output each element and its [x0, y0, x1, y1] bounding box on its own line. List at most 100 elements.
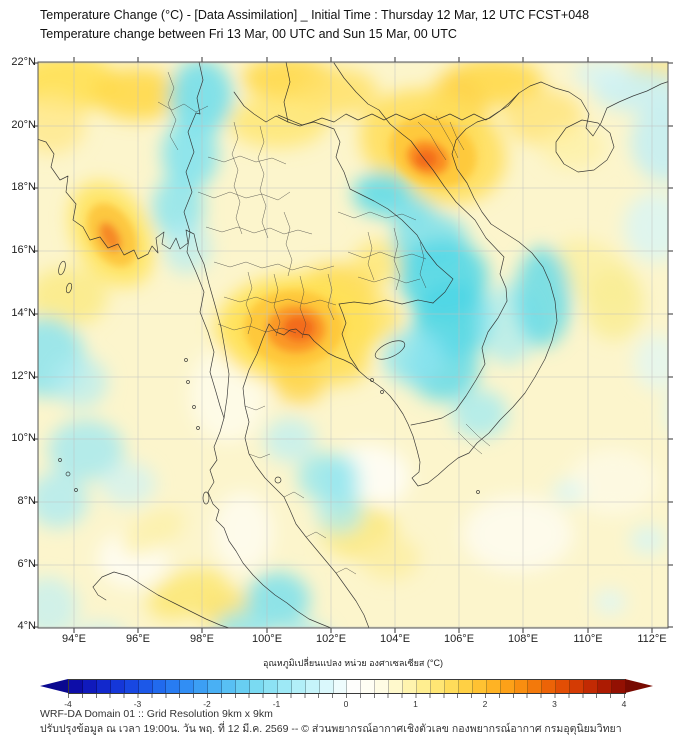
lon-tick-label: 94°E: [62, 633, 86, 645]
lat-tick-label: 20°N: [11, 119, 36, 131]
colorbar-segment: [389, 680, 404, 693]
myanmar-coastline: [38, 138, 230, 419]
lat-tick-label: 6°N: [17, 558, 36, 570]
page-subtitle: Temperature change between Fri 13 Mar, 0…: [40, 27, 457, 41]
temperature-anomaly-blob: [163, 222, 211, 274]
colorbar-segment: [305, 680, 320, 693]
laos-vietnam-border: [333, 62, 508, 302]
colorbar-tick-label: -4: [64, 699, 72, 709]
colorbar-segment: [584, 680, 599, 693]
colorbar-segment: [194, 680, 209, 693]
china-border-north2: [195, 62, 204, 115]
temperature-anomaly-blob: [228, 96, 328, 148]
laos-cambodia-border: [338, 299, 434, 305]
gulf-and-vietnam-coastline: [268, 81, 558, 487]
colorbar-segment: [277, 680, 292, 693]
temperature-anomaly-blob: [287, 622, 325, 628]
lon-tick-label: 106°E: [443, 633, 475, 645]
footer-domain-info: WRF-DA Domain 01 :: Grid Resolution 9km …: [40, 708, 273, 720]
northern-borders: [233, 91, 520, 127]
colorbar-segment: [82, 680, 97, 693]
temperature-anomaly-blob: [630, 526, 666, 554]
colorbar-tick-label: 0: [343, 699, 349, 709]
lon-tick-label: 96°E: [126, 633, 150, 645]
temperature-anomaly-blob: [515, 247, 571, 347]
province-borders: [157, 71, 491, 575]
lat-tick-label: 16°N: [11, 244, 36, 256]
colorbar-segment: [611, 680, 625, 693]
colorbar-segment: [500, 680, 515, 693]
colorbar-segment: [208, 680, 223, 693]
colorbar-right-arrow: [625, 679, 653, 693]
small-islands: [58, 260, 480, 505]
lon-tick-label: 108°E: [507, 633, 539, 645]
colorbar-tick-label: -3: [133, 699, 142, 709]
chart-header: Temperature Change (°C) - [Data Assimila…: [40, 6, 589, 44]
temperature-anomaly-blob: [594, 590, 626, 614]
lat-tick-label: 22°N: [11, 56, 36, 68]
colorbar-title: อุณหภูมิเปลี่ยนแปลง หน่วย องศาเซลเซียส (…: [263, 658, 443, 668]
colorbar-segment: [347, 680, 362, 693]
tonle-sap-lake: [374, 340, 406, 360]
temperature-anomaly-blob: [121, 508, 185, 556]
temperature-anomaly-blob: [624, 192, 668, 262]
colorbar-segment: [222, 680, 237, 693]
page-title: Temperature Change (°C) - [Data Assimila…: [40, 8, 590, 22]
temperature-anomaly-blob: [38, 577, 78, 628]
temperature-field-soft: [38, 62, 668, 628]
temperature-anomaly-blob: [169, 62, 233, 135]
sumatra-coastline: [92, 571, 230, 628]
temperature-anomaly-blob: [100, 462, 156, 506]
colorbar-segment: [403, 680, 418, 693]
colorbar-segment: [138, 680, 153, 693]
colorbar-segment: [514, 680, 529, 693]
footer-update-info: ปรับปรุงข้อมูล ณ เวลา 19:00น. วัน พฤ. ที…: [40, 723, 622, 735]
temperature-anomaly-blob: [584, 268, 644, 340]
peninsula-east-coastline: [242, 323, 370, 628]
colorbar-tick-label: 4: [621, 699, 627, 709]
colorbar-segment: [528, 680, 543, 693]
lon-tick-label: 98°E: [190, 633, 214, 645]
temperature-anomaly-blob: [415, 150, 437, 168]
sumatra-tip: [92, 586, 107, 601]
temperature-anomaly-blob: [283, 315, 315, 341]
footer: WRF-DA Domain 01 :: Grid Resolution 9km …: [40, 707, 622, 737]
temperature-anomaly-blob: [78, 622, 122, 628]
axis-ticks: [33, 57, 673, 633]
colorbar-segment: [486, 680, 501, 693]
temperature-anomaly-blob: [634, 334, 668, 390]
lat-tick-label: 10°N: [11, 432, 36, 444]
colorbar-left-arrow: [40, 679, 68, 693]
colorbar-segment: [458, 680, 473, 693]
temperature-anomaly-blob: [452, 390, 508, 438]
colorbar-segment: [361, 680, 376, 693]
colorbar: [68, 679, 626, 694]
cambodia-vietnam-border: [410, 300, 508, 426]
lon-tick-label: 104°E: [379, 633, 411, 645]
colorbar-segment: [542, 680, 557, 693]
temperature-anomaly-blob: [568, 449, 658, 515]
temperature-anomaly-blob: [38, 267, 108, 327]
map-canvas: [33, 57, 673, 633]
colorbar-segment: [152, 680, 167, 693]
temperature-anomaly-blob: [631, 102, 668, 182]
lat-tick-label: 18°N: [11, 181, 36, 193]
colorbar-segment: [417, 680, 431, 693]
temperature-anomaly-blob: [48, 420, 124, 480]
colorbar-segment: [375, 680, 390, 693]
colorbar-segment: [319, 680, 334, 693]
temperature-anomaly-blob: [38, 472, 88, 528]
colorbar-segment: [96, 680, 111, 693]
colorbar-tick-label: 2: [482, 699, 488, 709]
lon-tick-label: 110°E: [573, 633, 603, 645]
lon-tick-label: 100°E: [251, 633, 283, 645]
lat-tick-label: 12°N: [11, 370, 36, 382]
colorbar-tick-label: -1: [272, 699, 281, 709]
lat-tick-label: 8°N: [17, 495, 36, 507]
hainan-island: [555, 119, 615, 173]
colorbar-segment: [444, 680, 459, 693]
myanmar-thailand-border: [183, 112, 225, 419]
colorbar-segment: [570, 680, 585, 693]
lon-tick-label: 102°E: [315, 633, 347, 645]
china-border-north1: [283, 62, 291, 123]
